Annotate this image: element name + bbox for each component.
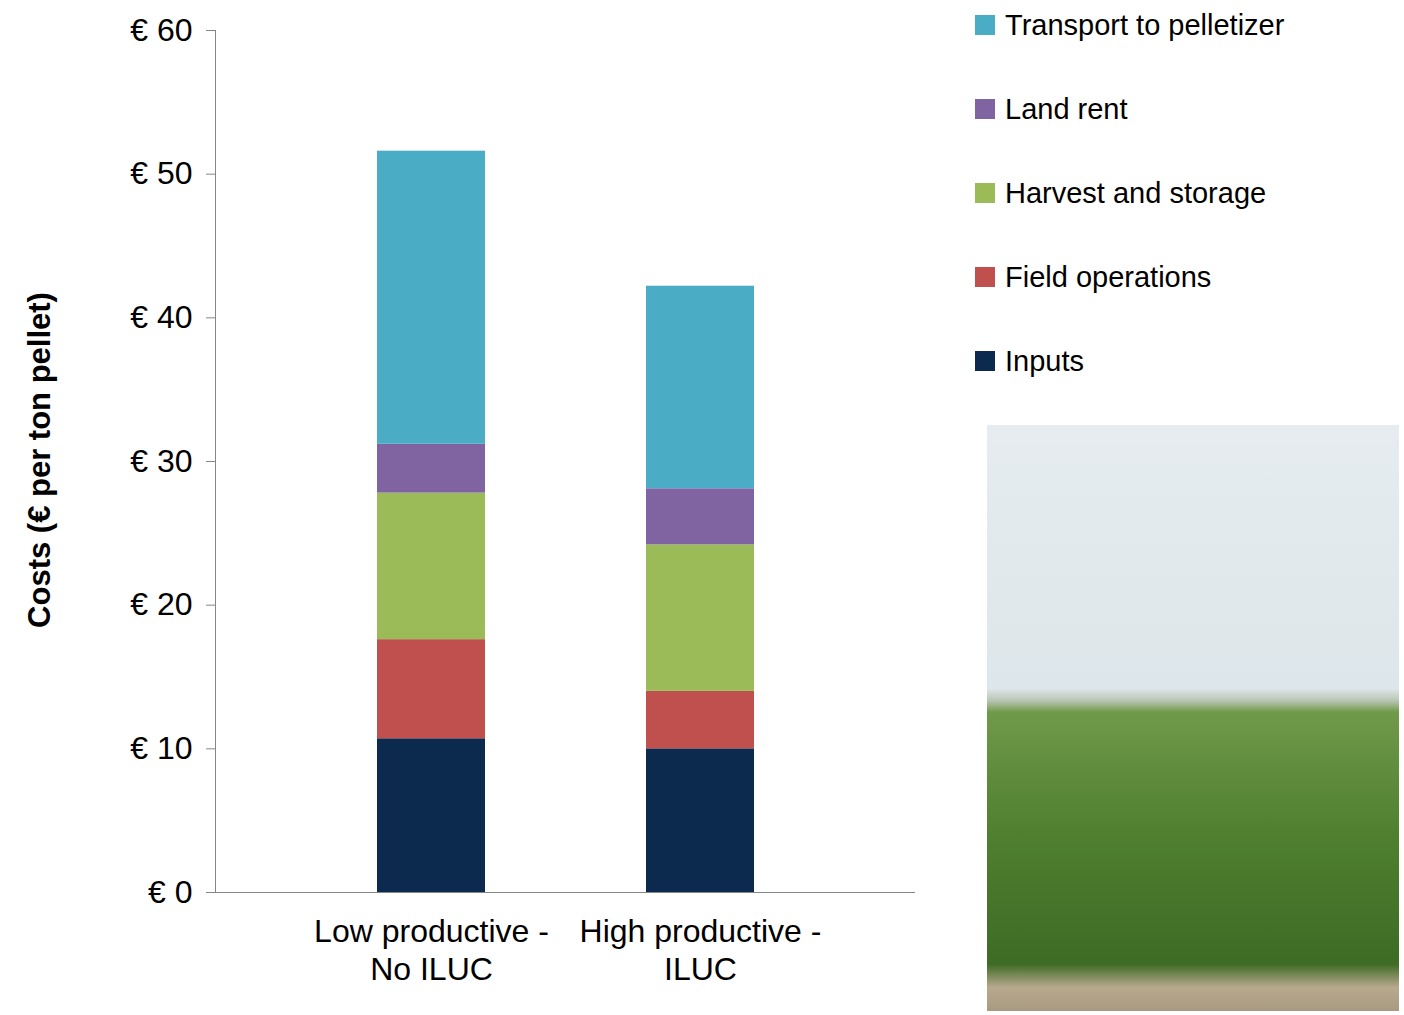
svg-text:€ 50: € 50 [130,155,192,191]
html-text:Land rent: Land rent [1005,92,1128,125]
html-text:Field operations: Field operations [1005,260,1212,293]
svg-text:Low productive -No ILUC: Low productive -No ILUC [314,913,549,987]
svg-text:€ 30: € 30 [130,443,192,479]
svg-text:€ 60: € 60 [130,12,192,48]
svg-text:High productive -ILUC: High productive -ILUC [580,913,822,987]
svg-text:€ 20: € 20 [130,586,192,622]
html-text:Transport to pelletizer: Transport to pelletizer [1005,8,1285,41]
svg-text:€ 10: € 10 [130,730,192,766]
svg-text:€ 40: € 40 [130,299,192,335]
html-text:Costs (€ per ton pellet): Costs (€ per ton pellet) [22,292,57,628]
svg-text:€ 0: € 0 [148,874,192,910]
html-text:Harvest and storage: Harvest and storage [1005,176,1267,209]
html-text:Inputs: Inputs [1005,344,1084,377]
